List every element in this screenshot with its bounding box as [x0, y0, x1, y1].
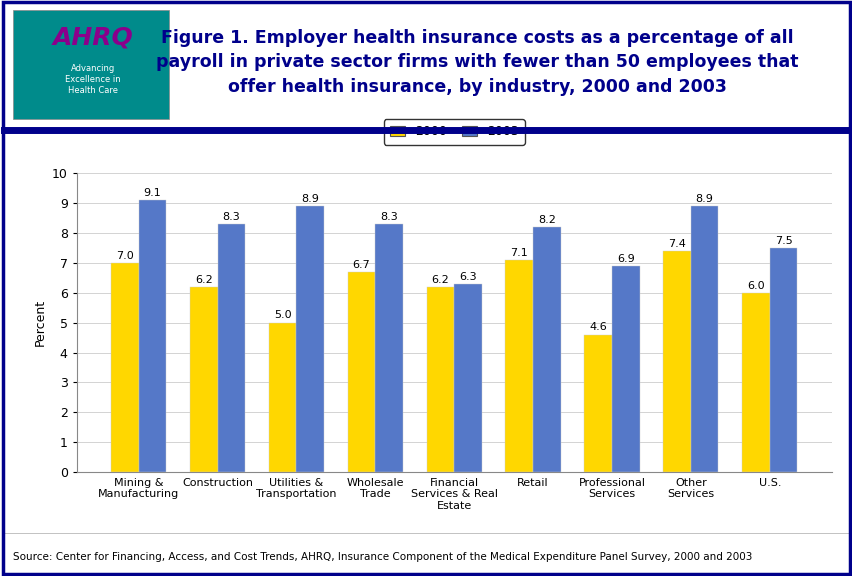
Text: 8.2: 8.2	[538, 215, 556, 225]
Text: Figure 1. Employer health insurance costs as a percentage of all
payroll in priv: Figure 1. Employer health insurance cost…	[156, 29, 797, 96]
Bar	[769, 248, 797, 472]
Text: Advancing
Excellence in
Health Care: Advancing Excellence in Health Care	[65, 64, 121, 95]
Text: 8.3: 8.3	[222, 211, 240, 222]
Bar	[611, 266, 639, 472]
Text: 9.1: 9.1	[143, 188, 161, 198]
Text: 8.3: 8.3	[380, 211, 398, 222]
Text: 6.0: 6.0	[746, 281, 764, 290]
Bar	[505, 260, 532, 472]
Text: 7.0: 7.0	[116, 251, 134, 260]
FancyBboxPatch shape	[13, 10, 169, 119]
Bar	[190, 287, 217, 472]
Text: 8.9: 8.9	[301, 194, 319, 204]
Text: 8.9: 8.9	[695, 194, 713, 204]
Text: 7.5: 7.5	[774, 236, 792, 245]
Bar	[584, 335, 611, 472]
Bar	[111, 263, 139, 472]
Text: 6.7: 6.7	[352, 260, 370, 270]
Text: AHRQ: AHRQ	[53, 25, 133, 50]
Text: 4.6: 4.6	[589, 323, 607, 332]
Text: 7.4: 7.4	[667, 238, 685, 249]
Legend: 2000, 2003: 2000, 2003	[383, 119, 524, 145]
Bar	[139, 200, 166, 472]
Bar	[663, 251, 690, 472]
Bar	[741, 293, 769, 472]
Text: Source: Center for Financing, Access, and Cost Trends, AHRQ, Insurance Component: Source: Center for Financing, Access, an…	[13, 552, 751, 562]
Bar	[268, 323, 296, 472]
Text: 6.2: 6.2	[431, 275, 449, 285]
Bar	[690, 206, 717, 472]
Text: 6.9: 6.9	[616, 253, 634, 264]
Bar	[348, 272, 375, 472]
Bar	[453, 283, 481, 472]
Bar	[375, 223, 402, 472]
Bar	[296, 206, 324, 472]
Text: 6.3: 6.3	[458, 271, 476, 282]
Y-axis label: Percent: Percent	[33, 299, 46, 346]
Text: 5.0: 5.0	[273, 310, 291, 320]
Text: 6.2: 6.2	[194, 275, 212, 285]
Bar	[217, 223, 245, 472]
Text: 7.1: 7.1	[509, 248, 527, 257]
Bar	[532, 227, 560, 472]
Bar	[426, 287, 453, 472]
